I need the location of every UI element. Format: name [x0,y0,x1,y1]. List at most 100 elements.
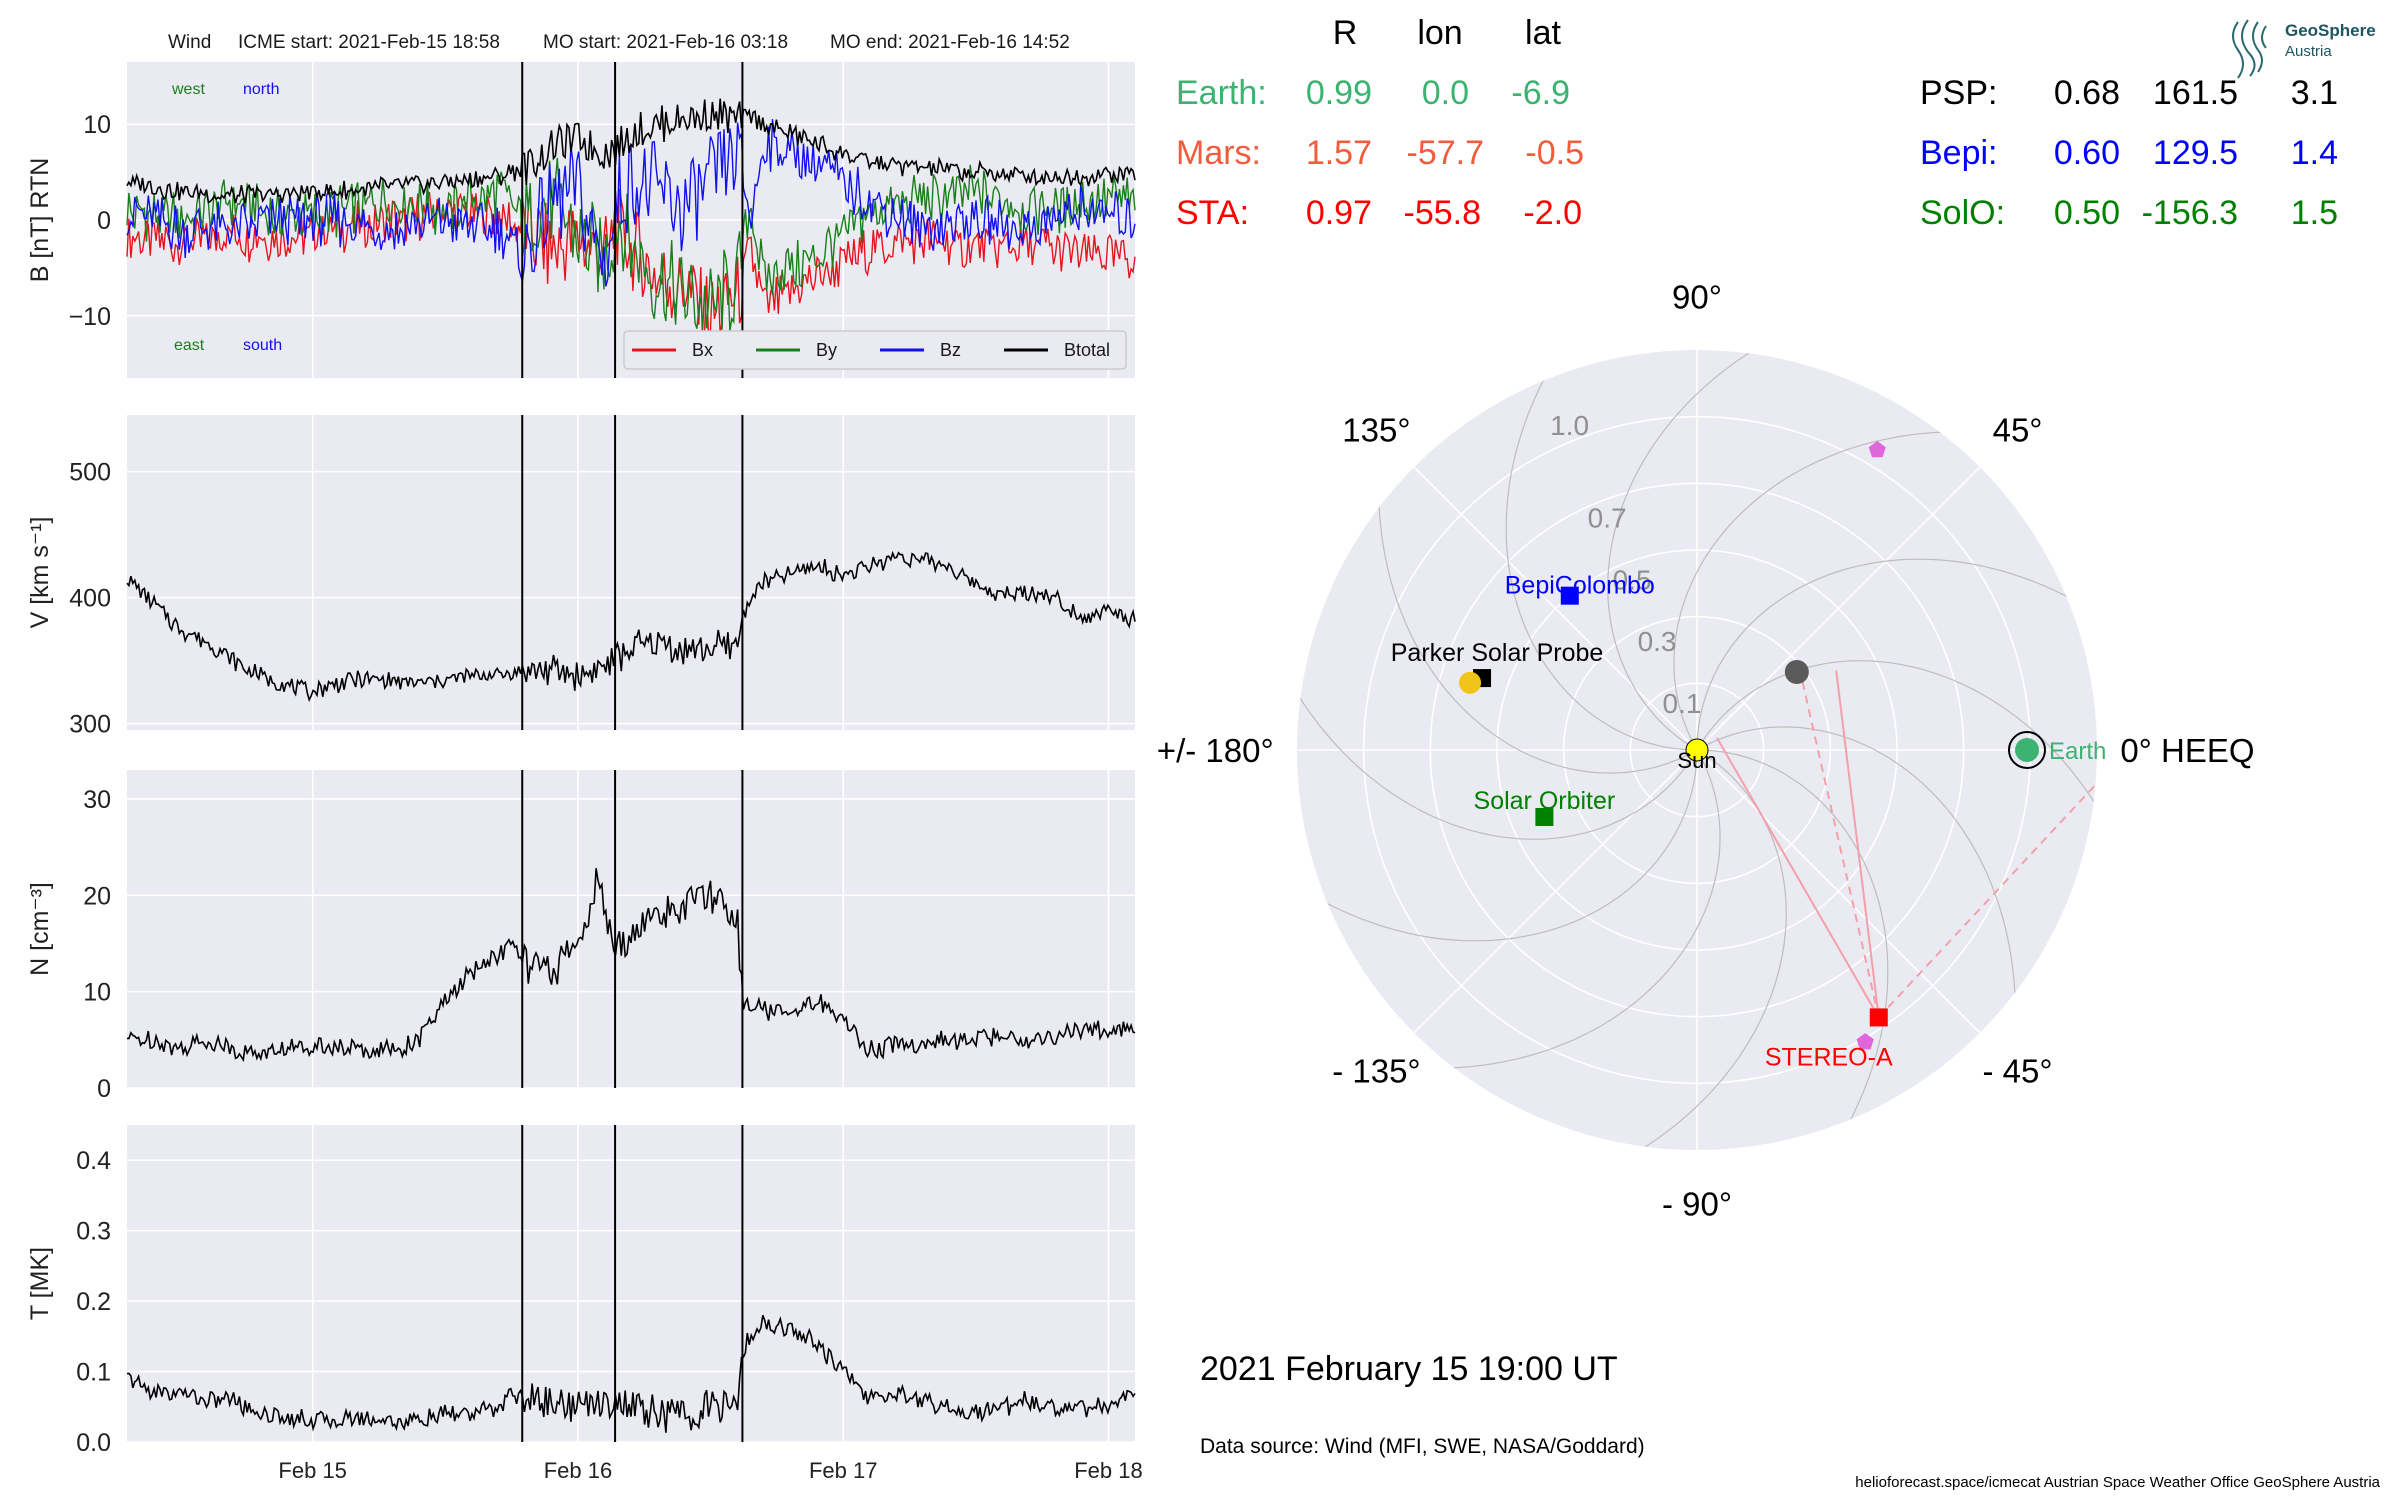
radial-label: 0.5 [1613,564,1652,595]
y-tick-label: 400 [69,585,111,613]
mo-end-label: MO end: 2021-Feb-16 14:52 [830,32,1070,53]
row-name: Bepi: [1920,134,1998,172]
psp-highlight-marker [1459,671,1482,694]
row-lon: -57.7 [1407,134,1485,172]
row-r: 1.57 [1306,134,1372,172]
angle-label: - 45° [1983,1053,2053,1090]
row-lon: 0.0 [1422,74,1469,112]
datetime-label: 2021 February 15 19:00 UT [1200,1350,1618,1388]
y-tick-label: 30 [83,786,111,814]
parker-spiral [1696,749,1889,1150]
sta-line [1835,670,1880,1018]
logo-line2: Austria [2285,43,2332,60]
row-lat: -2.0 [1523,194,1582,232]
series-bx [126,188,1136,353]
body-bepicolombo: BepiColombo [1505,572,1655,605]
mo-start-label: MO start: 2021-Feb-16 03:18 [543,32,788,53]
earth-ring [2008,731,2046,769]
series-n [126,868,1136,1063]
row-name: Earth: [1176,74,1267,112]
row-name: Mars: [1176,134,1261,172]
sta-connection-lines [1716,670,2097,1019]
x-tick-label: Feb 17 [809,1458,878,1483]
row-lat: 1.5 [2291,194,2338,232]
body-label: BepiColombo [1505,572,1655,600]
row-r: 0.97 [1306,194,1372,232]
x-tick-label: Feb 18 [1074,1458,1143,1483]
row-r: 0.68 [2054,74,2120,112]
body-stereo-a: STEREO-A [1765,1008,1893,1071]
pentagon-marker [1868,441,1886,458]
data-source-label: Data source: Wind (MFI, SWE, NASA/Goddar… [1200,1435,1645,1458]
series-by [126,157,1136,332]
angle-grid-line [1413,466,1698,751]
footer-credits: helioforecast.space/icmecat Austrian Spa… [1855,1474,2380,1491]
sta-dashed-line [1801,680,1880,1018]
spacecraft-marker [1535,807,1554,826]
panel-t-temperature: 0.0 0.1 0.2 0.3 0.4 Feb 15 Feb 16 Feb 17 Feb 18 T… [26,1125,1143,1483]
row-name: STA: [1176,194,1249,232]
circle-marker [1784,660,1809,685]
annotation-west: west [171,81,205,98]
geosphere-logo: GeoSphere Austria [2232,19,2376,79]
annotation-east: east [174,337,205,354]
row-bepi: Bepi: 0.60 129.5 1.4 [1920,134,2338,172]
plot-area [127,770,1135,1088]
body-parker-solar-probe: Parker Solar Probe [1391,639,1603,688]
annotation-north: north [243,81,279,98]
col-header-lon: lon [1417,14,1462,52]
legend-label-bx: Bx [692,340,713,360]
series-btotal [126,98,1136,204]
parker-spiral [1297,652,1698,840]
logo-line1: GeoSphere [2285,21,2376,40]
header: Wind ICME start: 2021-Feb-15 18:58 MO st… [168,32,1070,53]
radial-label: 0.7 [1588,502,1627,533]
parker-spiral [1505,350,1698,751]
row-lon: 129.5 [2153,134,2238,172]
y-axis-label: N [cm⁻³] [26,882,54,976]
parker-spiral [1401,749,1721,1069]
series-v [126,550,1136,703]
angle-label: 90° [1672,279,1722,316]
parker-spiral [1297,749,1698,942]
parker-spiral [1696,726,2016,1046]
parker-spiral [1607,350,1795,751]
parker-spirals [1297,350,2097,1150]
y-tick-label: 0 [97,1075,111,1103]
angle-label: 135° [1342,411,1410,448]
y-tick-label: 0.2 [76,1288,111,1316]
spacecraft-marker [1560,586,1579,605]
icme-start-label: ICME start: 2021-Feb-15 18:58 [238,32,500,53]
body-label: Solar Orbiter [1474,787,1616,815]
angle-label: +/- 180° [1157,732,1274,769]
angle-label: 0° HEEQ [2120,732,2254,769]
legend-label-bz: Bz [940,340,961,360]
panel-b-field: −10 0 10 B [nT] RTN [26,62,1136,378]
sta-dashed-line [1878,784,2097,1019]
y-tick-label: 0.3 [76,1218,111,1246]
y-axis-label: B [nT] RTN [26,158,54,283]
panel-v-speed: 300 400 500 V [km s⁻¹] [26,415,1136,739]
sun-marker [1685,738,1709,762]
position-table: R lon lat Earth: 0.99 0.0 -6.9 Mars: 1.5… [1176,14,2338,232]
radial-label: 1.0 [1550,410,1589,441]
col-header-r: R [1333,14,1358,52]
earth-marker [2015,738,2039,762]
row-earth: Earth: 0.99 0.0 -6.9 [1176,74,1570,112]
row-name: SolO: [1920,194,2005,232]
y-tick-label: 300 [69,711,111,739]
polar-plot: 0.1 0.3 0.5 0.7 1.0 0° HEEQ 45° 90° 135° +/- 180°… [1157,279,2255,1223]
plot-area [127,1125,1135,1442]
row-psp: PSP: 0.68 161.5 3.1 [1920,74,2338,112]
x-tick-label: Feb 16 [544,1458,613,1483]
body-sun: Sun [1677,738,1717,773]
annotation-south: south [243,337,282,354]
row-lon: -55.8 [1404,194,1482,232]
body-solar-orbiter: Solar Orbiter [1474,787,1616,826]
row-mars: Mars: 1.57 -57.7 -0.5 [1176,134,1584,172]
panel-n-density: 0 10 20 30 N [cm⁻³] [26,770,1136,1103]
body-earth: Earth [2008,731,2106,769]
angle-grid-line [1413,749,1698,1034]
radial-label: 0.1 [1663,688,1702,719]
